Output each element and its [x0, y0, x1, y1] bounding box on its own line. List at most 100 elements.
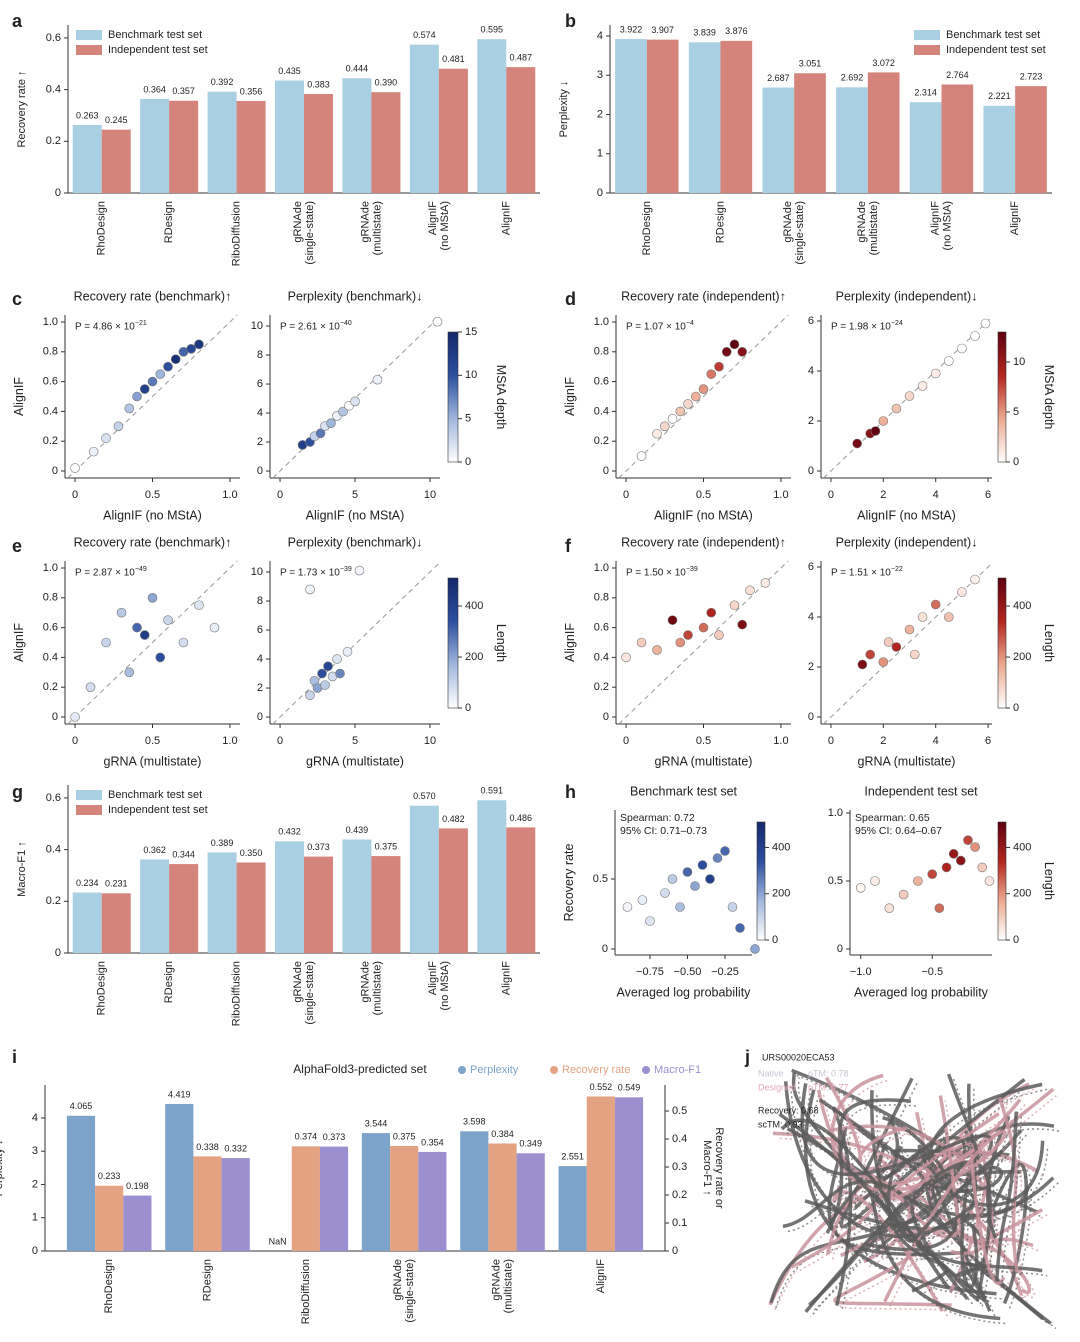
- value-label: 0.482: [442, 814, 465, 824]
- x-tick-label: 10: [424, 735, 436, 747]
- y-axis-label: AlignIF: [12, 623, 26, 662]
- bar: [207, 91, 237, 193]
- y-tick-label: 0.2: [46, 135, 61, 147]
- point: [70, 712, 80, 722]
- annotation: Spearman: 0.65: [855, 812, 930, 824]
- point: [941, 862, 952, 873]
- point: [675, 406, 686, 417]
- p-exponent: −39: [340, 566, 352, 573]
- x-tick-label: gRNAde(multistate): [359, 961, 383, 1015]
- value-label: 0.357: [172, 86, 195, 96]
- bar: [438, 828, 468, 953]
- point: [883, 637, 894, 647]
- p-value: P = 1.51 × 10−22: [831, 566, 903, 579]
- colorbar-tick-label: 400: [772, 841, 790, 853]
- bar: [291, 1146, 320, 1251]
- point: [957, 587, 967, 597]
- x-tick-label: RhoDesign: [103, 1259, 115, 1313]
- point: [690, 881, 700, 891]
- legend-swatch: [76, 30, 102, 40]
- y-tick-label: 0: [837, 943, 843, 955]
- panel-label: i: [12, 1047, 17, 1067]
- y-tick-label: 4: [257, 407, 263, 419]
- value-label: 0.374: [295, 1132, 318, 1142]
- value-label: 2.221: [988, 91, 1011, 101]
- annotation: 95% CI: 0.64–0.67: [855, 825, 942, 837]
- chart-title: Perplexity (benchmark)↓: [288, 535, 423, 549]
- point: [930, 599, 941, 610]
- bar: [418, 1151, 447, 1251]
- rna-strand: [825, 1098, 912, 1235]
- rna-strand: [992, 1121, 1015, 1244]
- value-label: 0.349: [519, 1139, 542, 1149]
- p-exponent: −24: [891, 320, 903, 327]
- rna-strand: [870, 1090, 1043, 1273]
- p-exponent: −39: [686, 566, 698, 573]
- point: [943, 612, 954, 622]
- point: [917, 612, 928, 622]
- rna-strand: [918, 1191, 1035, 1252]
- panel-label: a: [12, 11, 23, 31]
- point: [320, 680, 330, 690]
- y2-axis-label: Recovery rate orMacro-F1 ↑: [701, 1127, 725, 1209]
- y-tick-label: 0.4: [43, 651, 58, 663]
- value-label: 2.551: [561, 1152, 584, 1162]
- point: [124, 403, 135, 414]
- value-label: 0.350: [240, 848, 263, 858]
- x-tick-label: 4: [933, 735, 939, 747]
- point: [891, 403, 902, 414]
- chart-title: Recovery rate (independent)↑: [621, 289, 786, 303]
- value-label: 2.314: [914, 88, 937, 98]
- x-tick-label: 0: [828, 489, 834, 501]
- point: [930, 368, 941, 379]
- y-axis-label: AlignIF: [563, 377, 577, 416]
- rna-strand: [836, 1079, 1026, 1197]
- colorbar: [997, 577, 1007, 709]
- y-tick-label: 0.8: [43, 346, 58, 358]
- y-tick-label: 0.6: [46, 792, 61, 804]
- y-tick-label: 0.5: [672, 1105, 687, 1117]
- legend-label: Benchmark test set: [946, 29, 1040, 41]
- rna-strand: [1003, 1101, 1023, 1277]
- panel-label: e: [12, 536, 22, 556]
- point: [332, 654, 342, 664]
- value-label: 3.839: [693, 28, 716, 38]
- y-tick-label: 0: [602, 943, 608, 955]
- y-tick-label: 0.1: [672, 1217, 687, 1229]
- point: [721, 347, 732, 357]
- bar: [193, 1156, 222, 1251]
- value-label: 0.591: [481, 786, 504, 796]
- value-label: 3.907: [651, 25, 674, 35]
- value-label: 0.231: [105, 879, 128, 889]
- p-value: P = 1.50 × 10−39: [626, 566, 698, 579]
- y-tick-label: 0.8: [594, 592, 609, 604]
- point: [335, 668, 345, 679]
- x-tick-label: 1.0: [222, 489, 237, 501]
- x-tick-label: AlignIF(no MStA): [929, 201, 953, 251]
- point: [913, 876, 923, 886]
- y-tick-label: 0: [672, 1245, 678, 1257]
- colorbar: [447, 577, 459, 709]
- colorbar: [447, 331, 459, 463]
- x-tick-label: AlignIF: [1009, 201, 1021, 236]
- y-axis-label: Perplexity ↓: [558, 81, 570, 138]
- colorbar-tick-label: 0: [1013, 934, 1019, 946]
- bar: [275, 841, 304, 953]
- point: [750, 944, 760, 954]
- legend-label: Macro-F1: [654, 1064, 701, 1076]
- y-tick-label: 0.2: [672, 1189, 687, 1201]
- point: [317, 668, 327, 679]
- y-tick-label: 0: [808, 711, 814, 723]
- bar: [101, 129, 131, 193]
- legend-label: Benchmark test set: [108, 29, 202, 41]
- value-label: 0.574: [413, 30, 436, 40]
- rna-strand: [894, 1118, 1005, 1205]
- y-tick-label: 0.2: [594, 681, 609, 693]
- legend-label: Recovery rate: [562, 1064, 630, 1076]
- point: [898, 889, 909, 900]
- rna-strand: [888, 1112, 1000, 1201]
- value-label: 0.362: [143, 845, 166, 855]
- x-tick-label: RDesign: [201, 1259, 213, 1301]
- y-tick-label: 4: [808, 365, 814, 377]
